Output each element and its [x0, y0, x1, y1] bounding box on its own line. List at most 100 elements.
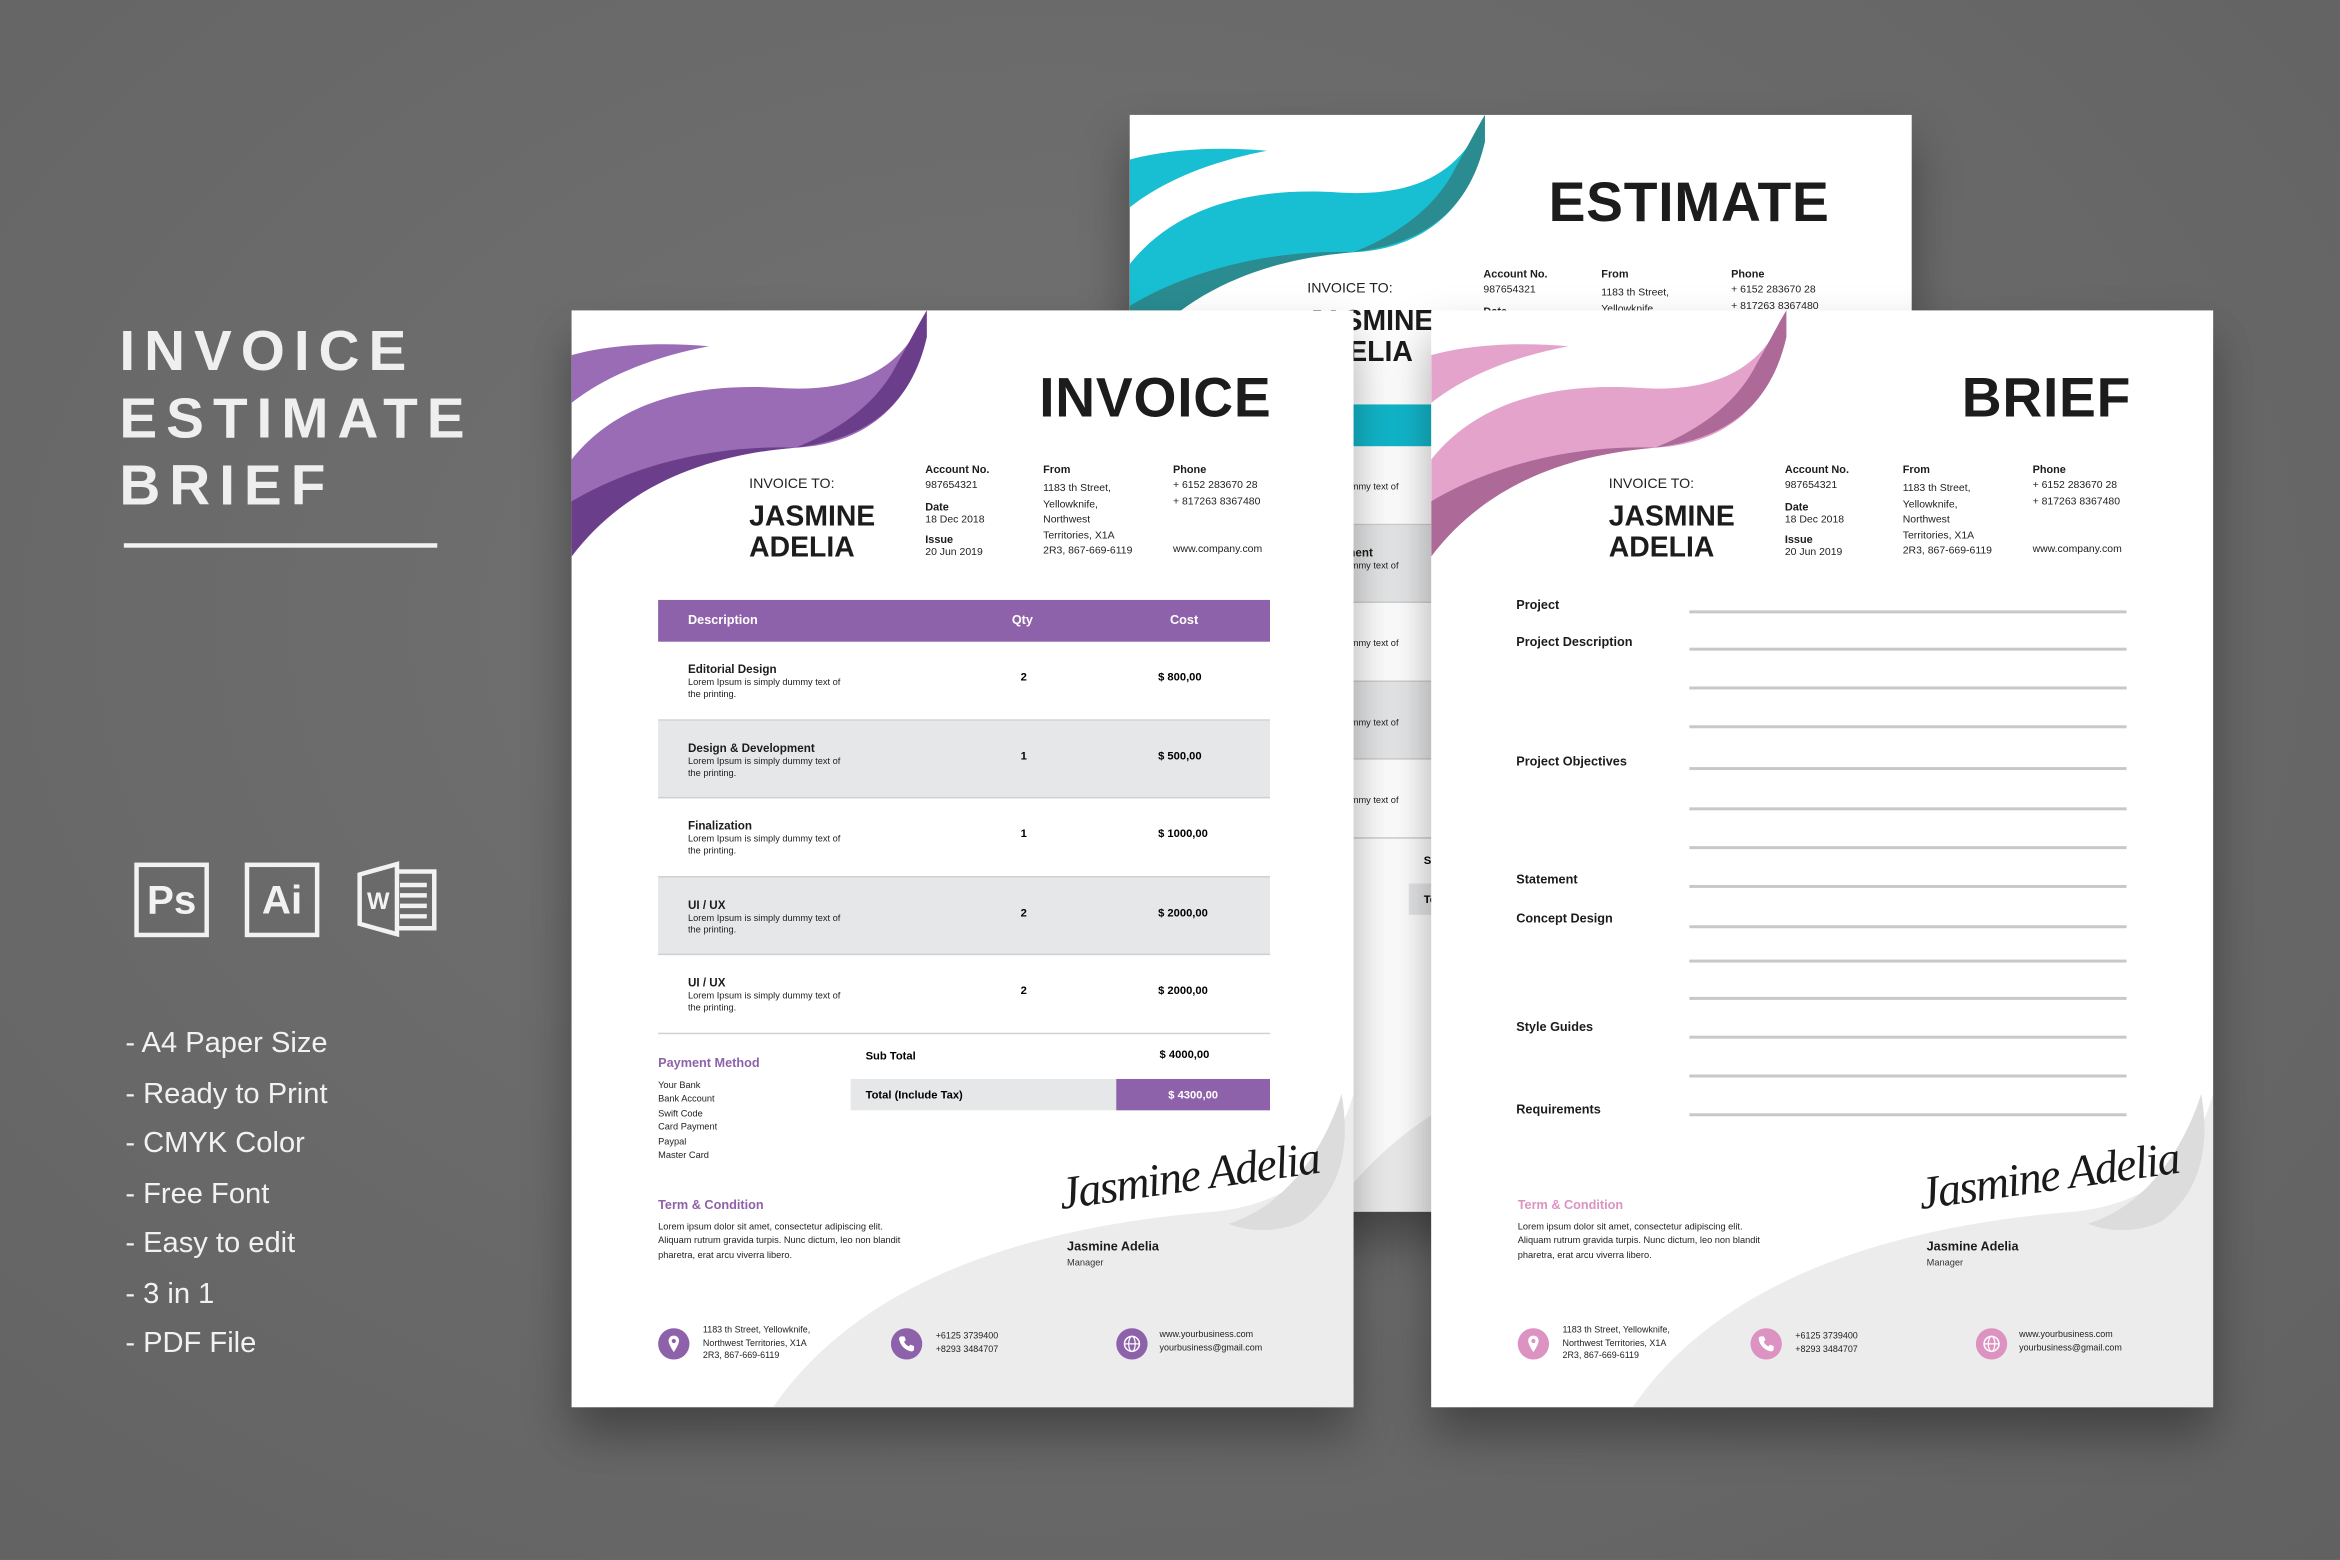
feature-item: - Ready to Print [125, 1076, 328, 1110]
payment-method-item: Swift Code [658, 1108, 703, 1119]
footer-phone: +8293 3484707 [935, 1345, 999, 1355]
from-line: 1183 th Street, [1043, 484, 1111, 495]
terms-title: Term & Condition [658, 1196, 764, 1212]
payment-method-item: Card Payment [658, 1122, 718, 1134]
website-link[interactable]: www.company.com [2032, 545, 2122, 556]
subtotal-value: $ 4000,00 [1159, 1047, 1210, 1062]
feature-item: - Free Font [125, 1176, 270, 1210]
footer-website[interactable]: www.yourbusiness.com [1159, 1331, 1254, 1341]
footer-phones: +6125 3739400 +8293 3484707 [1795, 1331, 1858, 1357]
terms-text: Lorem ipsum dolor sit amet, consectetur … [1517, 1222, 1760, 1261]
client-name-line: ADELIA [749, 532, 855, 564]
item-description: Lorem Ipsum is simply dummy text of the … [687, 755, 841, 779]
brief-field-line[interactable] [1689, 807, 2127, 810]
date-label: Date [1784, 499, 1809, 514]
brief-field-label: Concept Design [1516, 910, 1613, 926]
account-label: Account No. [1784, 462, 1849, 477]
signer-name: Jasmine Adelia [1926, 1238, 2019, 1254]
footer-phones: +6125 3739400 +8293 3484707 [936, 1331, 999, 1357]
from-label: From [1043, 462, 1071, 477]
brief-field-label: Style Guides [1516, 1019, 1594, 1035]
brief-field-line[interactable] [1689, 996, 2127, 1000]
from-column: From 1183 th Street, Yellowknife, Northw… [1903, 463, 1992, 561]
date-value: 18 Dec 2018 [925, 514, 985, 526]
client-name: JASMINE ADELIA [749, 501, 876, 564]
column-header-qty: Qty [1011, 611, 1033, 627]
brief-field-line[interactable] [1689, 925, 2127, 928]
decorative-wave [1431, 310, 1787, 557]
footer-web: www.yourbusiness.com yourbusiness@gmail.… [2019, 1330, 2122, 1356]
decorative-swoosh [1632, 1093, 2214, 1408]
item-cost: $ 1000,00 [1158, 826, 1208, 841]
footer-address-line: Northwest Territories, X1A [702, 1339, 807, 1349]
footer-address: 1183 th Street, Yellowknife, Northwest T… [1562, 1325, 1669, 1363]
brief-field-label: Project Description [1516, 634, 1633, 650]
footer-address: 1183 th Street, Yellowknife, Northwest T… [703, 1325, 810, 1363]
brief-field-line[interactable] [1689, 1035, 2127, 1038]
brief-field-line[interactable] [1689, 647, 2127, 650]
brief-field-line[interactable] [1689, 884, 2127, 888]
from-line: Territories, X1A [1902, 530, 1975, 542]
item-title: UI / UX [687, 975, 726, 990]
document-title: ESTIMATE [1548, 171, 1830, 233]
from-label: From [1902, 462, 1930, 477]
feature-list: - A4 Paper Size - Ready to Print - CMYK … [125, 1024, 327, 1374]
footer-email[interactable]: yourbusiness@gmail.com [2019, 1344, 2122, 1353]
brief-field-line[interactable] [1689, 686, 2127, 689]
brief-field-line[interactable] [1689, 725, 2127, 728]
brief-field-line[interactable] [1689, 1113, 2127, 1116]
item-description: Lorem Ipsum is simply dummy text of the … [687, 677, 841, 701]
promo-title-line: INVOICE [119, 320, 416, 384]
from-line: Yellowknife, [1043, 499, 1098, 511]
payment-method-list: Your Bank Bank Account Swift Code Card Paym… [658, 1079, 717, 1163]
payment-method-item: Paypal [658, 1136, 687, 1148]
from-column: From 1183 th Street, Yellowknife, Northw… [1043, 463, 1132, 561]
decorative-wave [571, 310, 927, 557]
word-letter: W [367, 888, 390, 915]
phone-label: Phone [1172, 462, 1207, 477]
invoice-to-label: INVOICE TO: [1307, 280, 1393, 297]
item-description: Lorem Ipsum is simply dummy text of the … [687, 912, 841, 936]
brief-field-line[interactable] [1689, 959, 2127, 962]
phone-column: Phone + 6152 283670 28 + 817263 8367480 … [1173, 463, 1262, 559]
client-name-line: JASMINE [749, 501, 876, 533]
issue-label: Issue [925, 533, 954, 547]
feature-item: - Easy to edit [125, 1226, 296, 1260]
feature-item: - PDF File [125, 1326, 257, 1360]
brief-field-line[interactable] [1689, 767, 2127, 770]
footer-address-line: Northwest Territories, X1A [1562, 1339, 1667, 1349]
total-label: Total (Include Tax) [865, 1087, 963, 1102]
from-line: 1183 th Street, [1902, 484, 1971, 495]
payment-method-item: Master Card [658, 1150, 709, 1162]
website-link[interactable]: www.company.com [1172, 545, 1263, 556]
item-cost: $ 2000,00 [1158, 905, 1208, 919]
phone-icon [1750, 1328, 1782, 1360]
item-title: Design & Development [687, 740, 815, 755]
footer-website[interactable]: www.yourbusiness.com [2019, 1331, 2113, 1341]
footer-web: www.yourbusiness.com yourbusiness@gmail.… [1160, 1330, 1263, 1356]
brief-field-line[interactable] [1689, 1074, 2127, 1077]
promo-title: INVOICE ESTIMATE BRIEF [119, 319, 473, 520]
phone-line: + 6152 283670 28 [1172, 481, 1258, 492]
from-line: Territories, X1A [1043, 530, 1115, 542]
item-qty: 2 [1020, 983, 1027, 997]
brief-field-line[interactable] [1689, 610, 2127, 613]
brief-field-line[interactable] [1689, 846, 2127, 849]
footer-email[interactable]: yourbusiness@gmail.com [1159, 1344, 1263, 1353]
decorative-swoosh [773, 1093, 1354, 1408]
footer-phone: +6125 3739400 [1795, 1332, 1858, 1342]
phone-line: + 817263 8367480 [1731, 301, 1819, 312]
terms-text: Lorem ipsum dolor sit amet, consectetur … [658, 1222, 901, 1261]
location-icon [658, 1328, 690, 1360]
column-header-description: Description [687, 611, 758, 627]
brief-field-label: Project [1516, 596, 1560, 612]
from-line: 2R3, 867-669-6119 [1902, 546, 1993, 557]
item-cost: $ 2000,00 [1158, 983, 1208, 997]
item-cost: $ 500,00 [1158, 748, 1202, 762]
payment-method-item: Bank Account [658, 1094, 715, 1105]
brief-document: BRIEF INVOICE TO: JASMINE ADELIA Account… [1431, 310, 2214, 1408]
